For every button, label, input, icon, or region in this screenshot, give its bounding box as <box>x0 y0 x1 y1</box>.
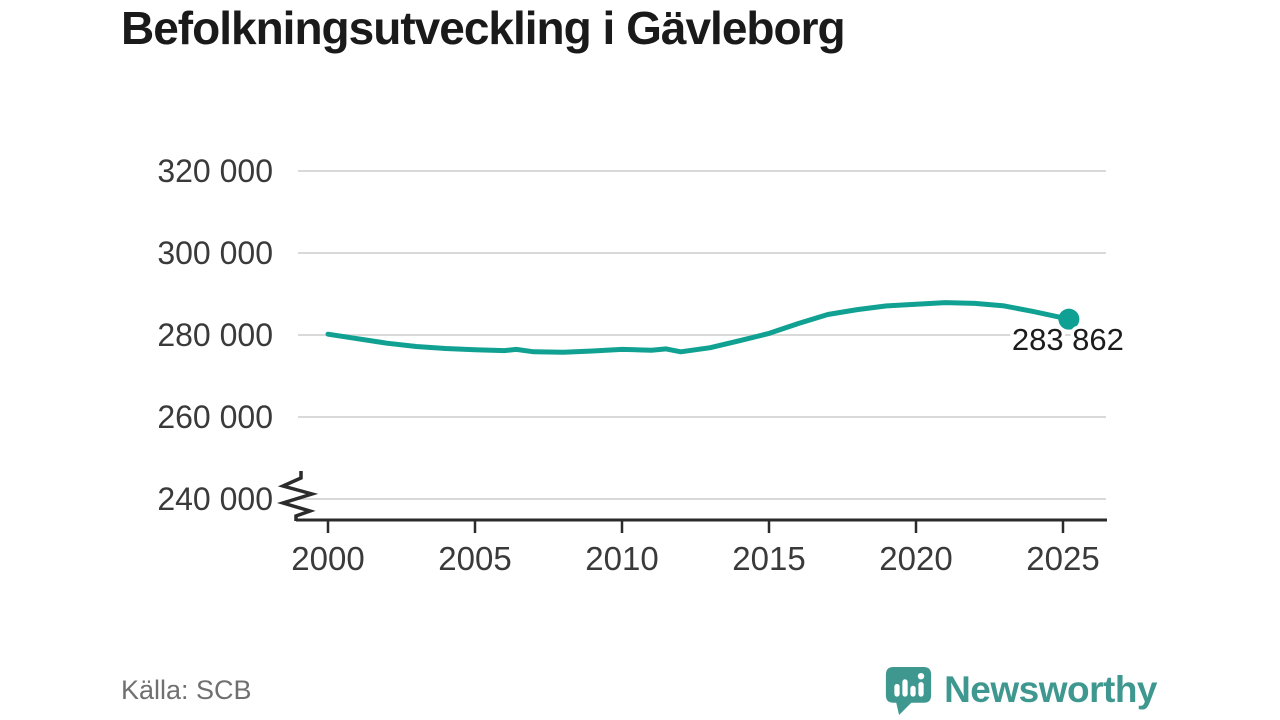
x-axis-tick-label: 2000 <box>291 540 364 577</box>
y-axis-tick-label: 320 000 <box>157 153 273 189</box>
newsworthy-speech-bubble-chart-icon <box>885 666 932 715</box>
last-value-label: 283 862 <box>1012 322 1124 357</box>
y-axis-tick-label: 280 000 <box>157 317 273 353</box>
y-axis-tick-label: 260 000 <box>157 399 273 435</box>
x-axis-tick-label: 2005 <box>438 540 511 577</box>
population-line <box>325 300 1072 355</box>
newsworthy-logo: Newsworthy <box>884 665 1157 716</box>
x-axis-tick-label: 2025 <box>1026 540 1099 577</box>
newsworthy-wordmark: Newsworthy <box>944 669 1157 710</box>
x-axis-tick-label: 2020 <box>879 540 952 577</box>
y-axis-tick-label: 240 000 <box>157 481 273 517</box>
y-axis-tick-label: 300 000 <box>157 235 273 271</box>
x-axis-tick-label: 2010 <box>585 540 658 577</box>
source-label: Källa: SCB <box>121 674 252 705</box>
last-value-point <box>1058 308 1080 330</box>
x-axis-tick-label: 2015 <box>732 540 805 577</box>
y-axis-break-icon <box>276 471 319 521</box>
footer: Källa: SCB Newsworthy <box>0 662 1280 718</box>
chart-title: Befolkningsutveckling i Gävleborg <box>121 2 846 54</box>
